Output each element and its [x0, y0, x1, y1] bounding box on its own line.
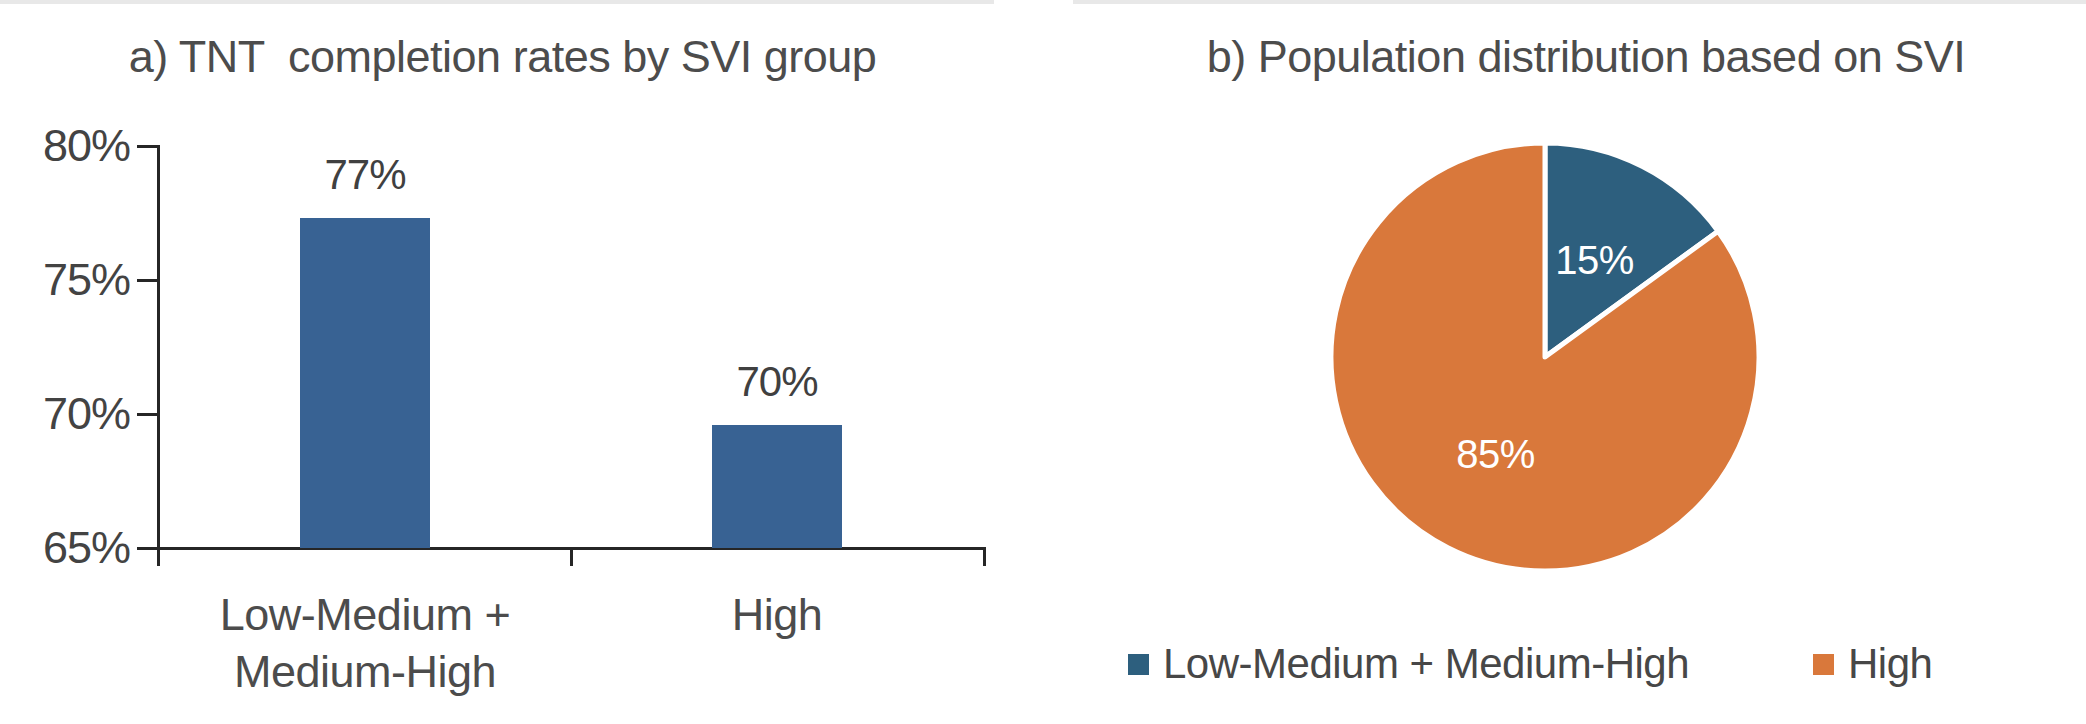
- bar-high: [712, 425, 842, 548]
- y-tick-label-80: 80%: [0, 118, 130, 174]
- x-category-label-high: High: [527, 586, 1027, 643]
- pie-slice-label-15: 15%: [1555, 237, 1634, 282]
- pie-chart-title: b) Population distribution based on SVI: [1086, 30, 2086, 84]
- y-tick-label-65: 65%: [0, 520, 130, 576]
- x-tick-mark: [983, 548, 986, 566]
- bar-column-high: 70%: [712, 146, 842, 548]
- legend-label: Low-Medium + Medium-High: [1163, 640, 1689, 688]
- panel-top-border: [1073, 0, 2086, 4]
- two-panel-figure: a) TNT completion rates by SVI group 80%…: [0, 0, 2086, 724]
- legend-swatch-blue: [1128, 654, 1149, 675]
- y-axis-line: [157, 145, 160, 566]
- legend-swatch-orange: [1813, 654, 1834, 675]
- bar-column-low-medium: 77%: [300, 146, 430, 548]
- legend-item-low-medium: Low-Medium + Medium-High: [1128, 641, 1689, 687]
- y-tick-label-75: 75%: [0, 252, 130, 308]
- bar-value-label: 70%: [647, 357, 907, 407]
- legend-label: High: [1848, 640, 1932, 688]
- y-tick-label-70: 70%: [0, 386, 130, 442]
- y-tick-mark: [137, 413, 158, 416]
- y-tick-mark: [137, 547, 158, 550]
- y-tick-mark: [137, 279, 158, 282]
- y-tick-mark: [137, 145, 158, 148]
- bar-low-medium: [300, 218, 430, 548]
- panel-top-border: [0, 0, 994, 4]
- legend-item-high: High: [1813, 641, 1932, 687]
- pie-slice-label-85: 85%: [1456, 432, 1535, 477]
- bar-chart-title: a) TNT completion rates by SVI group: [0, 30, 1005, 84]
- x-tick-mark: [570, 548, 573, 566]
- pie-chart: [1315, 127, 1775, 587]
- bar-value-label: 77%: [235, 150, 495, 200]
